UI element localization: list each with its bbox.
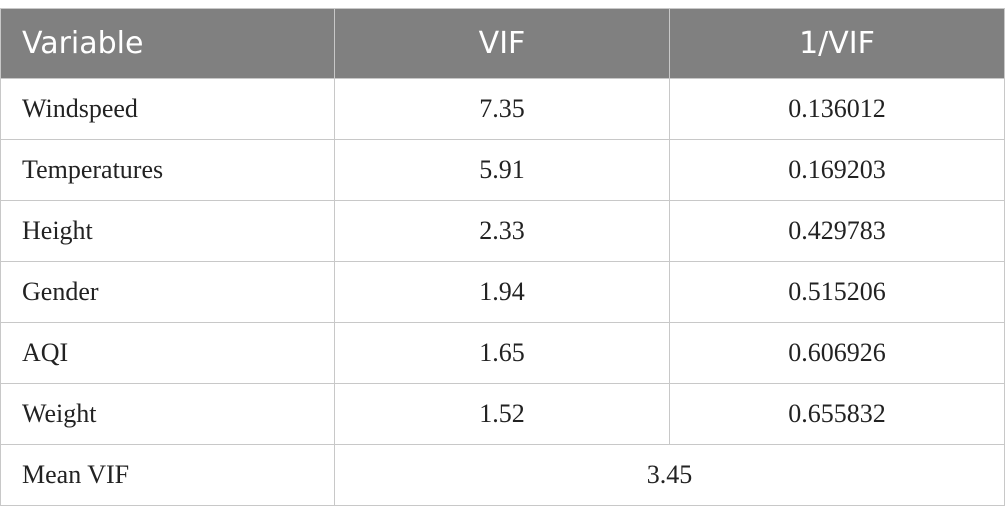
variable-cell: Gender <box>0 261 335 323</box>
header-inverse-vif: 1/VIF <box>669 8 1005 79</box>
table-row: Height 2.33 0.429783 <box>0 200 1005 262</box>
mean-vif-value: 3.45 <box>334 444 1005 506</box>
variable-cell: Height <box>0 200 335 262</box>
table-row: Weight 1.52 0.655832 <box>0 383 1005 445</box>
mean-vif-label: Mean VIF <box>0 444 335 506</box>
table-row: Temperatures 5.91 0.169203 <box>0 139 1005 201</box>
inverse-vif-cell: 0.655832 <box>669 383 1005 445</box>
vif-cell: 5.91 <box>334 139 670 201</box>
vif-cell: 7.35 <box>334 78 670 140</box>
vif-cell: 1.94 <box>334 261 670 323</box>
header-row: Variable VIF 1/VIF <box>0 8 1005 79</box>
inverse-vif-cell: 0.515206 <box>669 261 1005 323</box>
variable-cell: AQI <box>0 322 335 384</box>
variable-cell: Weight <box>0 383 335 445</box>
inverse-vif-cell: 0.429783 <box>669 200 1005 262</box>
mean-vif-row: Mean VIF 3.45 <box>0 444 1005 506</box>
variable-cell: Temperatures <box>0 139 335 201</box>
vif-cell: 1.65 <box>334 322 670 384</box>
inverse-vif-cell: 0.169203 <box>669 139 1005 201</box>
inverse-vif-cell: 0.606926 <box>669 322 1005 384</box>
table-row: Windspeed 7.35 0.136012 <box>0 78 1005 140</box>
vif-cell: 1.52 <box>334 383 670 445</box>
vif-cell: 2.33 <box>334 200 670 262</box>
table-row: Gender 1.94 0.515206 <box>0 261 1005 323</box>
variable-cell: Windspeed <box>0 78 335 140</box>
header-vif: VIF <box>334 8 670 79</box>
header-variable: Variable <box>0 8 335 79</box>
vif-table: Variable VIF 1/VIF Windspeed 7.35 0.1360… <box>0 8 1005 506</box>
inverse-vif-cell: 0.136012 <box>669 78 1005 140</box>
table-row: AQI 1.65 0.606926 <box>0 322 1005 384</box>
